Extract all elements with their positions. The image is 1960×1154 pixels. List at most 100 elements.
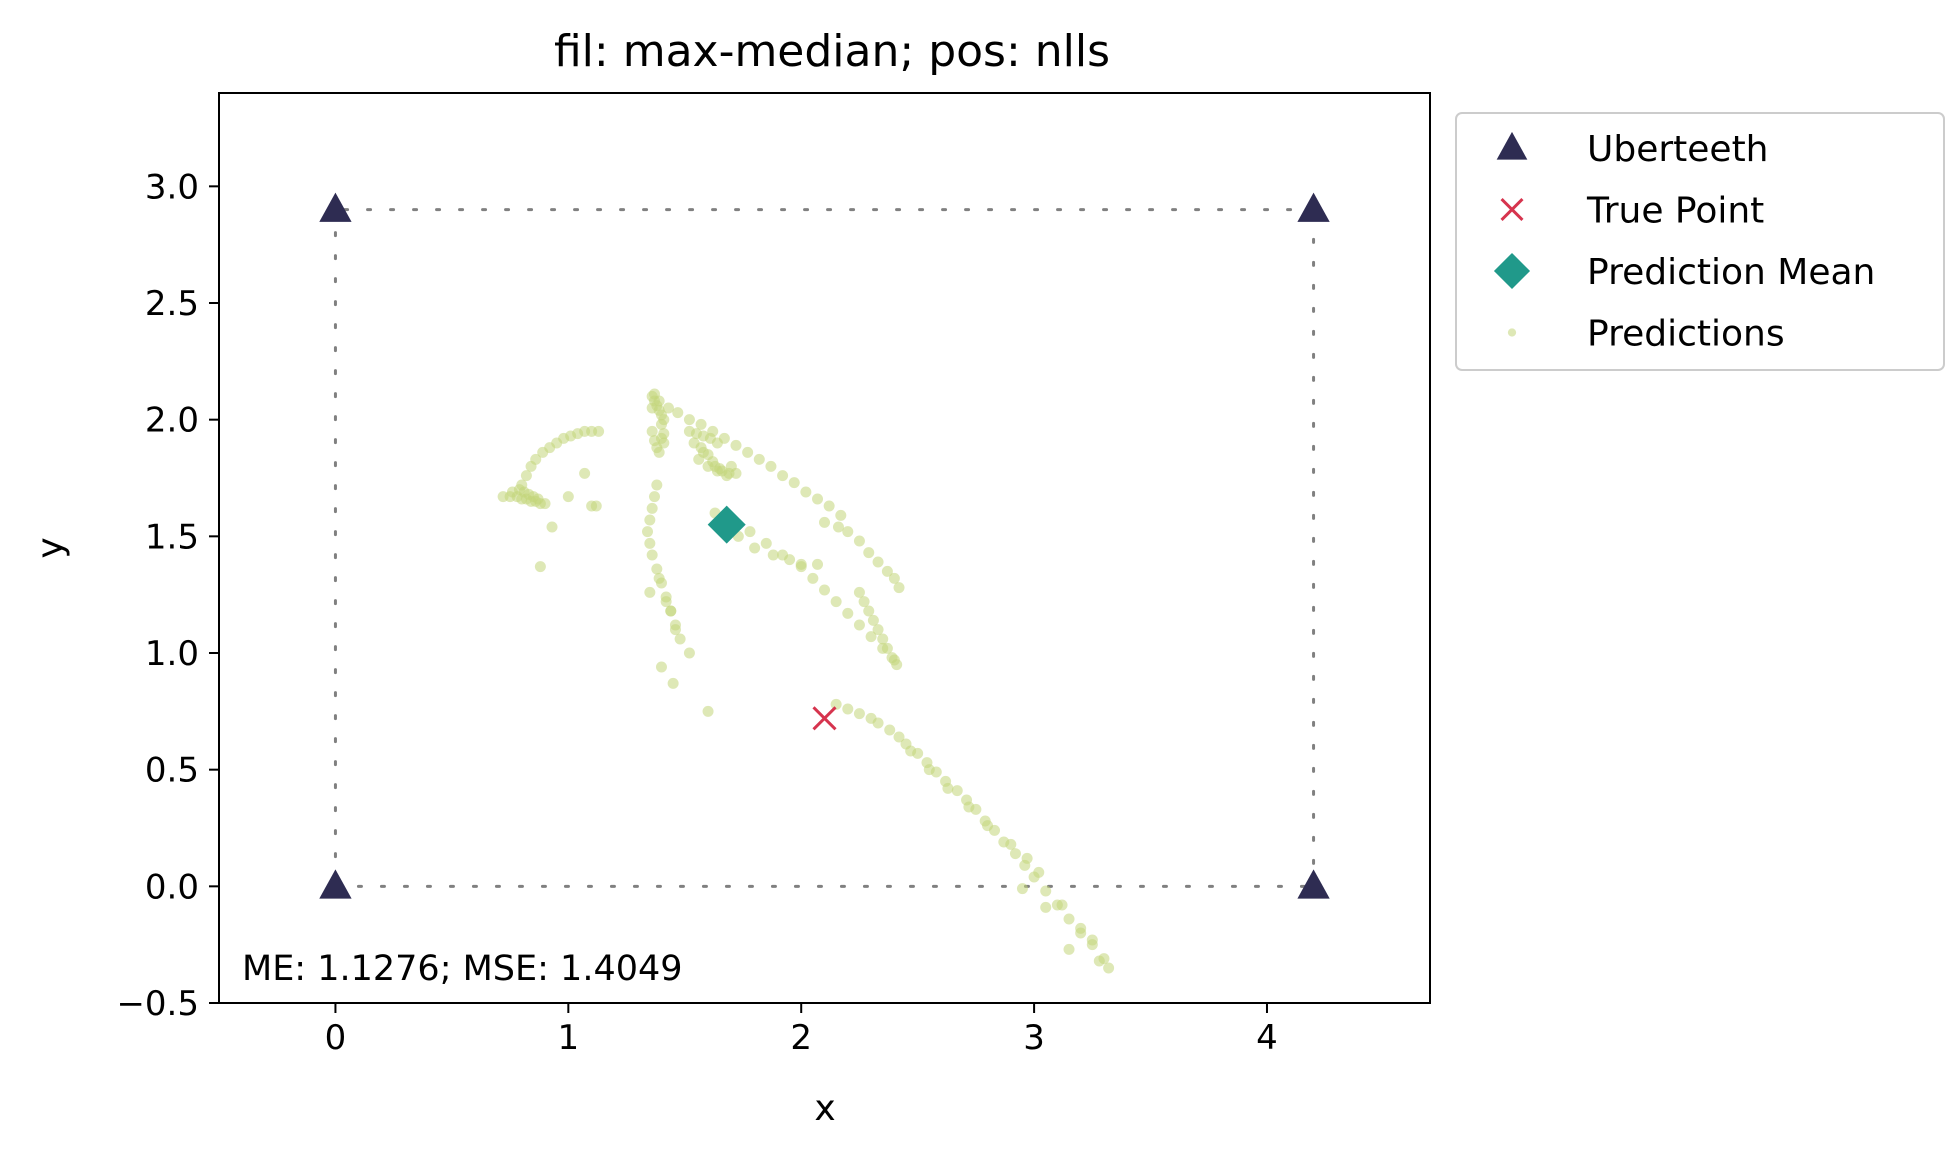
- prediction-point: [800, 486, 812, 498]
- y-axis-label: y: [30, 537, 71, 558]
- prediction-point: [884, 724, 896, 736]
- prediction-point: [646, 402, 658, 414]
- prediction-point: [1103, 962, 1115, 974]
- prediction-point: [812, 493, 824, 505]
- predictions-series: [497, 388, 1115, 974]
- prediction-point: [1016, 883, 1028, 895]
- prediction-point: [1009, 848, 1021, 860]
- true-point-marker-stroke-b: [812, 706, 837, 731]
- prediction-point: [753, 453, 765, 465]
- prediction-point: [872, 556, 884, 568]
- prediction-point: [655, 661, 667, 673]
- prediction-point: [742, 446, 754, 458]
- prediction-point: [546, 521, 558, 533]
- prediction-point: [760, 537, 772, 549]
- prediction-point: [651, 479, 663, 491]
- prediction-point: [872, 624, 884, 636]
- prediction-point: [863, 547, 875, 559]
- legend-item-prediction-mean-swatch: [1493, 252, 1531, 290]
- prediction-point: [648, 491, 660, 503]
- legend-item-prediction-mean: Prediction Mean: [1493, 252, 1875, 293]
- prediction-point: [1086, 934, 1098, 946]
- prediction-point: [721, 470, 733, 482]
- prediction-point: [823, 500, 835, 512]
- prediction-point: [1056, 899, 1068, 911]
- prediction-point: [653, 395, 665, 407]
- prediction-point: [832, 521, 844, 533]
- prediction-point: [660, 596, 672, 608]
- prediction-point: [642, 526, 654, 538]
- prediction-point: [655, 432, 667, 444]
- prediction-point: [644, 537, 656, 549]
- legend-item-uberteeth: Uberteeth: [1496, 129, 1769, 170]
- prediction-point: [562, 491, 574, 503]
- prediction-point: [665, 605, 677, 617]
- error-stats-text: ME: 1.1276; MSE: 1.4049: [242, 949, 683, 989]
- legend: Uberteeth True Point Prediction Mean Predic…: [1455, 112, 1945, 371]
- prediction-point: [697, 446, 709, 458]
- prediction-point: [707, 456, 719, 468]
- prediction-point: [1075, 922, 1087, 934]
- prediction-point: [905, 745, 917, 757]
- legend-item-true-point: True Point: [1500, 191, 1764, 232]
- prediction-point: [888, 572, 900, 584]
- prediction-point: [888, 654, 900, 666]
- prediction-point: [923, 764, 935, 776]
- prediction-point: [644, 586, 656, 598]
- y-axis: −0.5 0.0 0.5 1.0 1.5 2.0 2.5 3.0: [116, 167, 219, 1024]
- prediction-point: [842, 526, 854, 538]
- prediction-point: [532, 493, 544, 505]
- legend-frame: [1455, 112, 1945, 371]
- prediction-point: [711, 437, 723, 449]
- prediction-point: [777, 470, 789, 482]
- legend-item-prediction-mean-label: Prediction Mean: [1587, 252, 1875, 293]
- prediction-point: [963, 801, 975, 813]
- uberteeth-marker: [319, 869, 352, 899]
- y-tick-label: 1.0: [145, 634, 199, 674]
- prediction-point: [646, 502, 658, 514]
- prediction-point: [877, 633, 889, 645]
- prediction-point: [765, 460, 777, 472]
- prediction-point: [865, 631, 877, 643]
- room-boundary: [333, 208, 1316, 888]
- prediction-point: [725, 460, 737, 472]
- prediction-point: [893, 731, 905, 743]
- plot-area: [218, 92, 1431, 1004]
- prediction-point: [982, 820, 994, 832]
- prediction-point: [777, 549, 789, 561]
- prediction-point: [842, 703, 854, 715]
- prediction-point: [853, 708, 865, 720]
- prediction-point: [795, 561, 807, 573]
- prediction-point: [819, 584, 830, 596]
- prediction-point: [788, 477, 800, 489]
- y-tick-label: 2.0: [145, 401, 199, 441]
- prediction-point: [520, 470, 532, 482]
- x-axis-label: x: [814, 1088, 835, 1129]
- x-axis: 0 1 2 3 4: [325, 1003, 1278, 1058]
- legend-item-true-point-swatch: [1500, 197, 1524, 222]
- prediction-point: [586, 500, 598, 512]
- prediction-point: [853, 586, 865, 598]
- prediction-point: [872, 717, 884, 729]
- prediction-point: [653, 572, 665, 584]
- prediction-point: [667, 677, 679, 689]
- prediction-point: [835, 509, 847, 521]
- true-point-marker: [812, 706, 837, 731]
- x-tick-label: 2: [790, 1018, 812, 1058]
- prediction-point: [646, 549, 658, 561]
- uberteeth-marker: [1297, 869, 1330, 899]
- prediction-point: [730, 439, 742, 451]
- y-tick-label: 2.5: [145, 284, 199, 324]
- prediction-point: [893, 582, 905, 594]
- prediction-point: [674, 633, 686, 645]
- x-tick-label: 0: [325, 1018, 347, 1058]
- chart-title: fil: max-median; pos: nlls: [554, 26, 1110, 77]
- prediction-point: [1040, 901, 1052, 913]
- prediction-point: [714, 463, 726, 475]
- prediction-point: [830, 698, 842, 710]
- prediction-point: [1063, 943, 1075, 955]
- x-tick-label: 1: [558, 1018, 580, 1058]
- prediction-point: [1021, 852, 1033, 864]
- prediction-point: [830, 596, 842, 608]
